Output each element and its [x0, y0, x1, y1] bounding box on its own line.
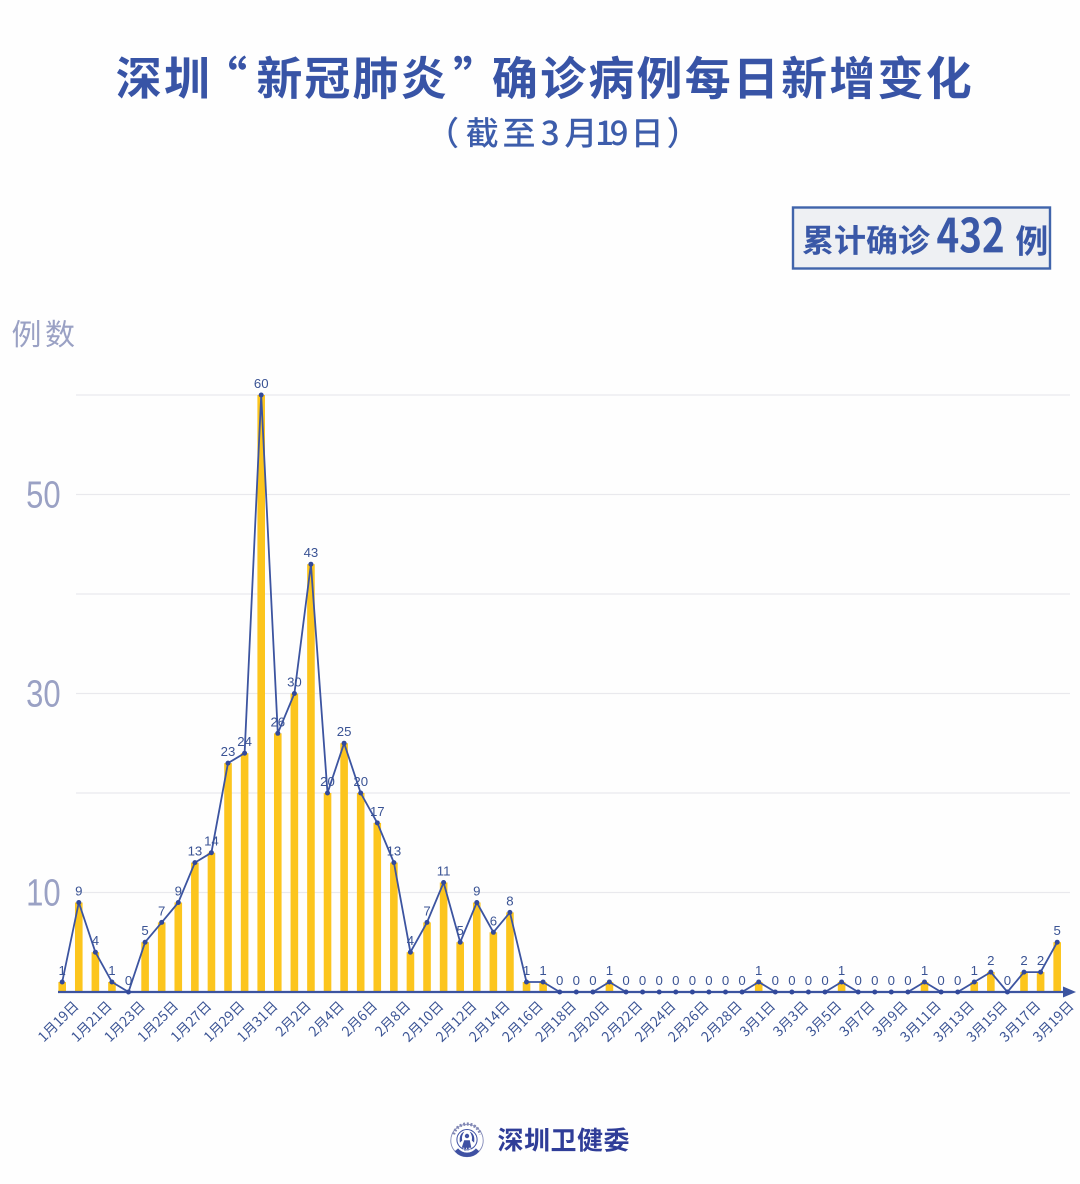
- svg-text:5: 5: [1054, 923, 1061, 938]
- svg-text:25: 25: [337, 724, 352, 739]
- svg-text:SZHC: SZHC: [463, 1148, 472, 1152]
- svg-text:30: 30: [26, 674, 61, 716]
- svg-text:0: 0: [738, 973, 745, 988]
- svg-text:4: 4: [407, 933, 414, 948]
- svg-text:24: 24: [237, 734, 252, 749]
- svg-text:2: 2: [1037, 953, 1044, 968]
- svg-text:13: 13: [188, 844, 203, 859]
- svg-text:1: 1: [971, 963, 978, 978]
- svg-text:1: 1: [523, 963, 530, 978]
- svg-text:7: 7: [158, 903, 165, 918]
- svg-text:0: 0: [689, 973, 696, 988]
- svg-text:0: 0: [855, 973, 862, 988]
- svg-text:1: 1: [108, 963, 115, 978]
- svg-text:20: 20: [320, 774, 335, 789]
- svg-text:1: 1: [606, 963, 613, 978]
- svg-text:9: 9: [175, 884, 182, 899]
- svg-text:50: 50: [26, 475, 61, 517]
- svg-text:0: 0: [589, 973, 596, 988]
- svg-text:0: 0: [904, 973, 911, 988]
- svg-text:2: 2: [1020, 953, 1027, 968]
- svg-text:1: 1: [755, 963, 762, 978]
- svg-text:7: 7: [423, 903, 430, 918]
- svg-text:8: 8: [506, 893, 513, 908]
- svg-text:9: 9: [75, 884, 82, 899]
- svg-text:0: 0: [556, 973, 563, 988]
- svg-text:0: 0: [722, 973, 729, 988]
- svg-text:0: 0: [573, 973, 580, 988]
- svg-text:0: 0: [125, 973, 132, 988]
- svg-text:2: 2: [987, 953, 994, 968]
- svg-text:17: 17: [370, 804, 385, 819]
- svg-text:1: 1: [921, 963, 928, 978]
- svg-text:0: 0: [672, 973, 679, 988]
- svg-text:0: 0: [871, 973, 878, 988]
- svg-text:9: 9: [473, 884, 480, 899]
- svg-text:23: 23: [221, 744, 236, 759]
- svg-text:20: 20: [353, 774, 368, 789]
- svg-text:1: 1: [838, 963, 845, 978]
- svg-text:1: 1: [59, 963, 66, 978]
- svg-text:14: 14: [204, 834, 219, 849]
- svg-text:5: 5: [457, 923, 464, 938]
- svg-text:5: 5: [141, 923, 148, 938]
- svg-text:0: 0: [772, 973, 779, 988]
- svg-text:11: 11: [437, 864, 451, 879]
- svg-text:43: 43: [304, 545, 319, 560]
- svg-text:1: 1: [539, 963, 546, 978]
- svg-text:0: 0: [705, 973, 712, 988]
- svg-text:26: 26: [270, 714, 285, 729]
- svg-text:10: 10: [26, 873, 61, 915]
- svg-text:0: 0: [788, 973, 795, 988]
- svg-text:0: 0: [639, 973, 646, 988]
- svg-text:0: 0: [821, 973, 828, 988]
- svg-text:0: 0: [805, 973, 812, 988]
- svg-text:13: 13: [387, 844, 402, 859]
- svg-text:0: 0: [888, 973, 895, 988]
- svg-text:0: 0: [1004, 973, 1011, 988]
- svg-text:0: 0: [656, 973, 663, 988]
- svg-text:60: 60: [254, 376, 269, 391]
- svg-text:0: 0: [937, 973, 944, 988]
- svg-text:6: 6: [490, 913, 497, 928]
- svg-text:0: 0: [622, 973, 629, 988]
- svg-text:4: 4: [92, 933, 99, 948]
- svg-text:0: 0: [954, 973, 961, 988]
- svg-text:30: 30: [287, 675, 302, 690]
